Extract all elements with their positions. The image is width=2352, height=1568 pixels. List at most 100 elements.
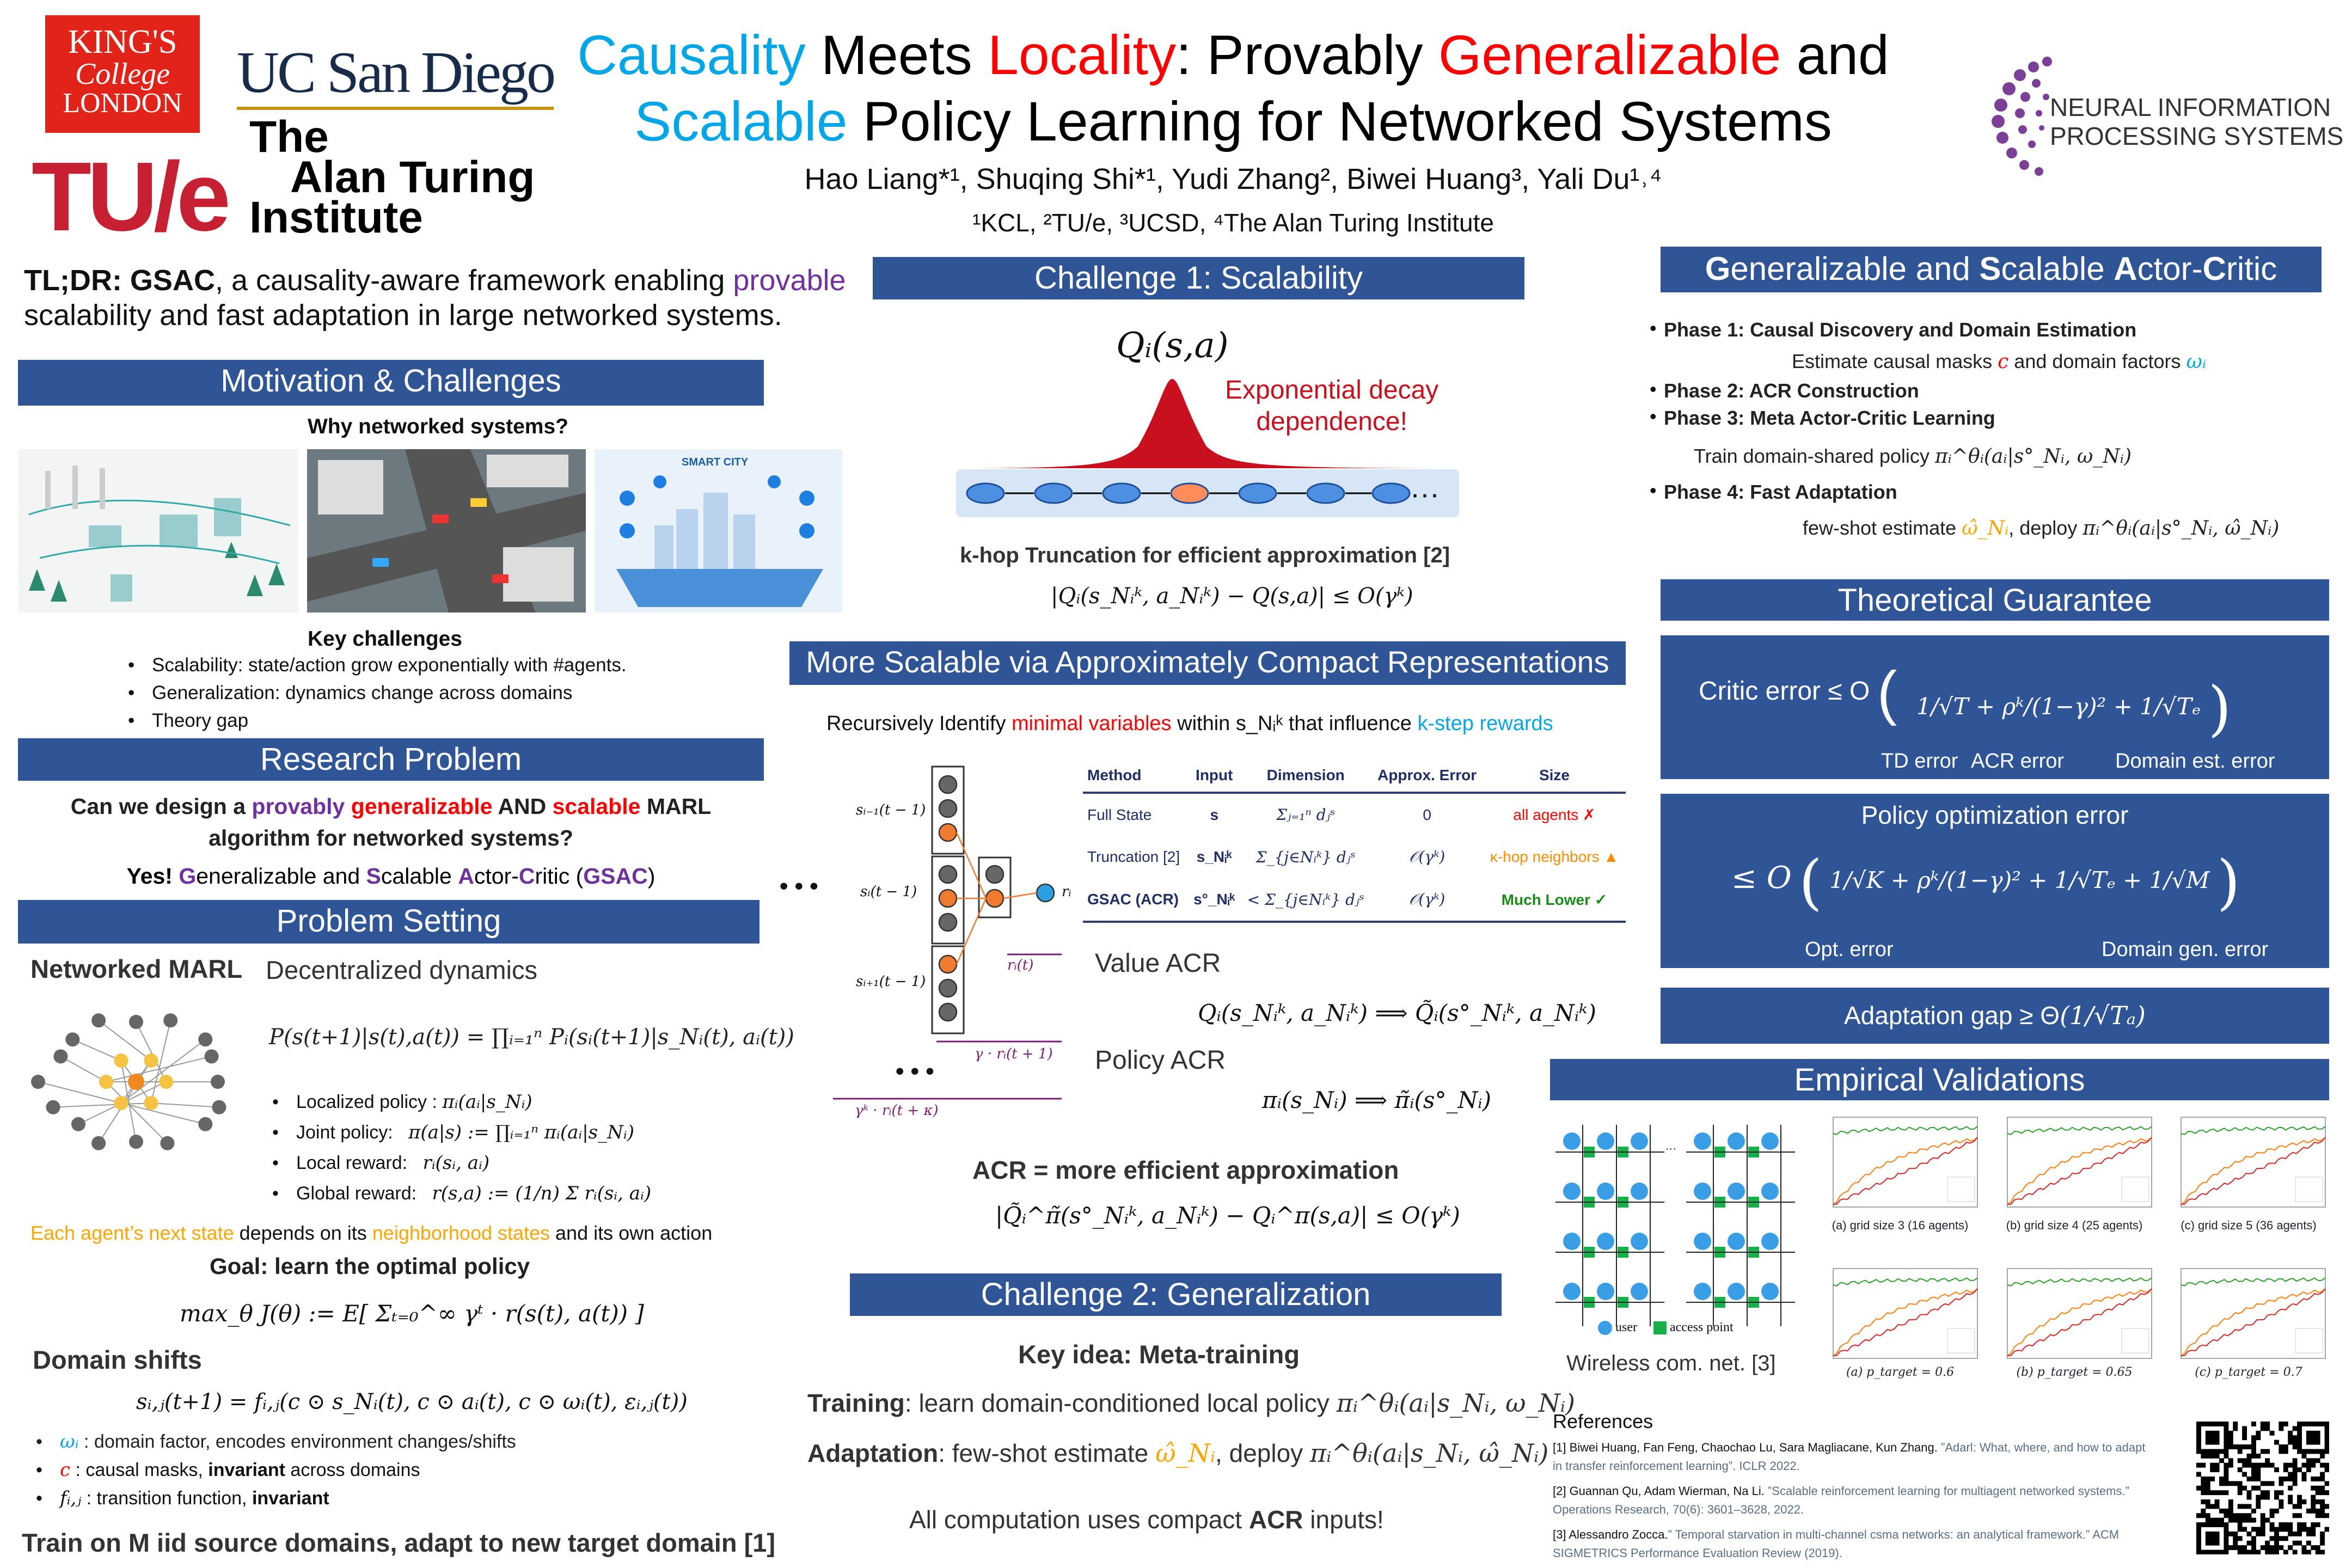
user-node [1728, 1233, 1745, 1250]
h-text: calable [2001, 250, 2114, 287]
tldr-lead: TL;DR: GSAC [24, 264, 215, 297]
adapt-gap-term: (1/√Tₐ) [2060, 1001, 2146, 1030]
cell: 𝒪(γᵏ) [1371, 878, 1483, 923]
def-math: rᵢ(sᵢ, aᵢ) [422, 1152, 490, 1174]
ans-text: calable [381, 863, 458, 889]
title-word: Locality [988, 24, 1176, 86]
phase-1: Phase 1: Causal Discovery and Domain Est… [1664, 318, 2137, 341]
def-item: Global reward: r(s,a) := (1/n) Σ rᵢ(sᵢ, … [272, 1178, 651, 1209]
plot-caption: (c) grid size 5 (36 agents) [2180, 1218, 2317, 1232]
comparison-table: Method Input Dimension Approx. Error Siz… [1083, 759, 1626, 923]
agent-node [91, 1136, 106, 1150]
agent-node [163, 1013, 178, 1028]
policy-le: ≤ O [1731, 860, 1792, 896]
col-dimension: Dimension [1240, 759, 1371, 794]
result-plot [2007, 1268, 2152, 1359]
def-label: Local reward: [296, 1153, 408, 1173]
access-point-icon [1653, 1321, 1667, 1335]
col-method: Method [1083, 759, 1189, 794]
agent-node [129, 1015, 143, 1029]
all-acr: ACR [1248, 1505, 1303, 1534]
plot-legend [1947, 1328, 1975, 1353]
agent-node [144, 1095, 158, 1110]
motivation-header: Motivation & Challenges [18, 360, 764, 406]
networked-marl-label: Networked MARL [30, 954, 243, 983]
ans-text: ) [647, 863, 656, 889]
title-word: Scalable [634, 90, 848, 152]
result-plot [2007, 1117, 2152, 1208]
cell: Truncation [2] [1087, 848, 1180, 865]
qr-code[interactable] [2196, 1422, 2329, 1554]
phase-math: ωᵢ [2186, 351, 2207, 373]
user-node [1631, 1183, 1648, 1200]
agent-graph-image [31, 1013, 226, 1150]
critic-label-acr: ACR error [1971, 750, 2065, 773]
chain-ellipsis: ··· [1410, 477, 1440, 510]
agent-node [198, 1032, 213, 1047]
legend-ap: access point [1669, 1320, 1734, 1334]
plot-series [2180, 1137, 2326, 1205]
col-size: Size [1483, 759, 1626, 794]
phase-4: Phase 4: Fast Adaptation [1664, 481, 1897, 503]
user-node [1563, 1233, 1581, 1250]
all-text: All computation uses compact [909, 1505, 1249, 1534]
plot-series [1833, 1288, 1978, 1356]
note-text: neighborhood states [372, 1222, 550, 1244]
adapt-label: Adaptation [807, 1439, 939, 1467]
energy-grid-image [18, 449, 298, 612]
turing-line: Alan Turing [290, 152, 535, 202]
ans-text: eneralizable and [196, 863, 366, 889]
policy-term: 1/√Tₑ [2054, 867, 2116, 893]
tue-logo: TU/e [32, 142, 231, 252]
training-line: Training: learn domain-conditioned local… [807, 1388, 1575, 1418]
kcl-logo: KING'S College LONDON [45, 15, 200, 133]
kcl-line: LONDON [63, 88, 182, 119]
h-letter: G [1705, 250, 1731, 287]
plot-series [2180, 1288, 2326, 1356]
cell: Σⱼ₌₁ⁿ dⱼˢ [1276, 806, 1336, 824]
turing-logo: The Alan Turing Institute [249, 115, 535, 240]
tldr-provable: provable [733, 264, 846, 297]
def-label: Global reward: [296, 1183, 417, 1204]
phase-math: c [1998, 351, 2009, 373]
user-node [1694, 1233, 1711, 1250]
cell: Σ_{j∈Nᵢᵏ} dⱼˢ [1255, 848, 1356, 866]
kcl-line: College [75, 57, 170, 91]
legend-user: user [1615, 1320, 1637, 1334]
ref-authors: [3] Alessandro Zocca. [1553, 1528, 1668, 1541]
agent-node [71, 1117, 85, 1131]
shift-bold: invariant [208, 1460, 285, 1480]
plot-series [2180, 1126, 2326, 1135]
critic-error-box: Critic error ≤ O ( 1/√T + ρᵏ/(1−γ)² + 1/… [1661, 635, 2329, 779]
cell: 𝒪(γᵏ) [1408, 848, 1445, 866]
ans-text: ctor- [474, 863, 519, 889]
agent-node [114, 1095, 128, 1110]
ellipsis-left: • • • [780, 873, 818, 899]
shift-bold: invariant [252, 1488, 329, 1509]
agent-node [91, 1013, 106, 1028]
def-item: Joint policy: π(a|s) := ∏ᵢ₌₁ⁿ πᵢ(aᵢ|s_Nᵢ… [272, 1117, 651, 1148]
challenge-list: Scalability: state/action grow exponenti… [128, 651, 627, 734]
q-function-label: Qᵢ(s,a) [1116, 326, 1229, 366]
ans-letter: G [179, 863, 197, 889]
ans-letter: A [458, 863, 474, 889]
user-node [1694, 1183, 1711, 1200]
plot-caption: (c) p_target = 0.7 [2195, 1365, 2302, 1379]
h-text: ritic [2226, 250, 2277, 287]
user-icon [1598, 1321, 1612, 1336]
adapt-text: : few-shot estimate [938, 1439, 1156, 1467]
rec-text: Recursively Identify [826, 712, 1012, 735]
challenge2-header: Challenge 2: Generalization [850, 1273, 1502, 1316]
neurips-line: PROCESSING SYSTEMS [2050, 121, 2344, 150]
references-list: [1] Biwei Huang, Fan Feng, Chaochao Lu, … [1553, 1438, 2157, 1563]
key-challenges-title: Key challenges [308, 627, 462, 651]
shift-item: ωᵢ : domain factor, encodes environment … [36, 1428, 516, 1456]
user-node [1728, 1283, 1745, 1300]
grid-ellipsis: ··· [1665, 1143, 1676, 1155]
rec-minimal: minimal variables [1012, 712, 1172, 735]
ellipsis-bottom: • • • [896, 1058, 934, 1085]
plot-series [2007, 1126, 2152, 1135]
q-scalable: scalable [552, 794, 641, 819]
shift-text: : transition function, [81, 1488, 252, 1509]
h-letter: S [1979, 250, 2001, 287]
